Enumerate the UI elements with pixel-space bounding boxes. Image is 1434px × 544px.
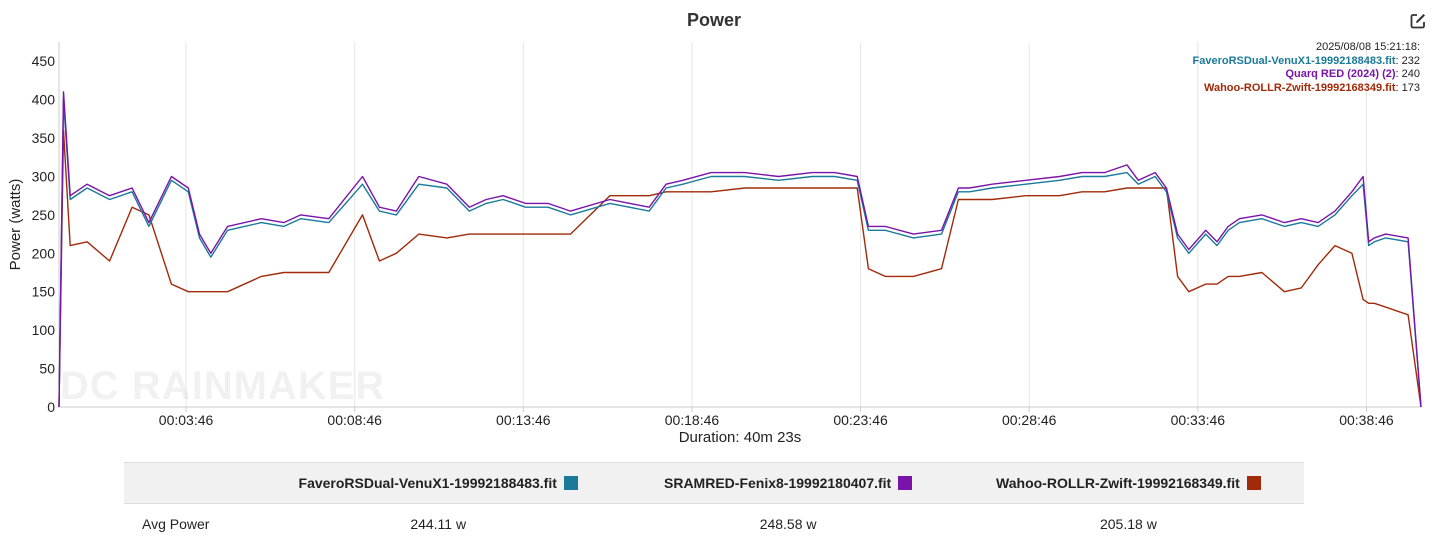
- y-tick-label: 50: [39, 361, 55, 377]
- y-tick-label: 350: [32, 130, 56, 146]
- tooltip-series-value: 173: [1401, 81, 1420, 94]
- avg-power-favero: 244.11 w: [410, 516, 467, 532]
- chart-title: Power: [686, 10, 742, 30]
- series-line: [58, 98, 1422, 408]
- series-line: [58, 129, 1422, 408]
- x-tick-label: 00:18:46: [665, 412, 720, 428]
- x-tick-label: 00:03:46: [159, 412, 214, 428]
- summary-header-sram[interactable]: SRAMRED-Fenix8-19992180407.fit: [623, 462, 953, 504]
- sram-swatch: [898, 476, 913, 490]
- series-name: Wahoo-ROLLR-Zwift-19992168349.fit: [996, 475, 1240, 491]
- y-tick-label: 250: [32, 207, 56, 223]
- tooltip-row: Wahoo-ROLLR-Zwift-19992168349.fit: 173: [1204, 81, 1420, 94]
- series-name: SRAMRED-Fenix8-19992180407.fit: [664, 475, 892, 491]
- y-tick-label: 200: [32, 245, 56, 261]
- series-line: [58, 91, 1422, 408]
- y-tick-label: 100: [32, 322, 56, 338]
- x-tick-label: 00:13:46: [496, 412, 551, 428]
- series-name: FaveroRSDual-VenuX1-19992188483.fit: [298, 475, 557, 491]
- summary-header-favero[interactable]: FaveroRSDual-VenuX1-19992188483.fit: [253, 462, 624, 504]
- tooltip-series-name: Wahoo-ROLLR-Zwift-19992168349.fit: [1204, 81, 1396, 94]
- row-label: Avg Power: [142, 516, 210, 532]
- x-tick-label: 00:08:46: [327, 412, 382, 428]
- x-axis-title: Duration: 40m 23s: [679, 429, 802, 446]
- tooltip-series-value: 232: [1401, 54, 1420, 67]
- hover-tooltip: 2025/08/08 15:21:18: FaveroRSDual-VenuX1…: [1193, 41, 1420, 95]
- x-tick-label: 00:38:46: [1339, 412, 1394, 428]
- favero-swatch: [563, 476, 578, 490]
- tooltip-series-name: Quarq RED (2024) (2): [1285, 68, 1396, 80]
- y-tick-label: 450: [32, 53, 56, 69]
- watermark: DC RAINMAKER: [60, 364, 386, 408]
- summary-header-empty: [124, 462, 253, 504]
- y-tick-label: 0: [47, 399, 55, 415]
- x-tick-label: 00:28:46: [1002, 412, 1057, 428]
- x-tick-label: 00:23:46: [833, 412, 888, 428]
- y-tick-label: 150: [32, 284, 56, 300]
- x-tick-label: 00:33:46: [1171, 412, 1226, 428]
- summary-table: FaveroRSDual-VenuX1-19992188483.fit SRAM…: [124, 462, 1304, 544]
- summary-header-row: FaveroRSDual-VenuX1-19992188483.fit SRAM…: [124, 462, 1304, 504]
- tooltip-timestamp: 2025/08/08 15:21:18:: [1316, 41, 1420, 53]
- edit-icon[interactable]: [1409, 12, 1427, 30]
- avg-power-wahoo: 205.18 w: [1099, 516, 1157, 532]
- tooltip-row: FaveroRSDual-VenuX1-19992188483.fit: 232: [1192, 54, 1420, 67]
- y-tick-label: 300: [32, 168, 56, 184]
- avg-power-sram: 248.58 w: [759, 516, 817, 532]
- summary-header-wahoo[interactable]: Wahoo-ROLLR-Zwift-19992168349.fit: [952, 462, 1304, 504]
- tooltip-series-value: 240: [1401, 68, 1420, 80]
- tooltip-series-name: FaveroRSDual-VenuX1-19992188483.fit: [1192, 54, 1396, 67]
- power-chart: 0 50 100 150 200 250 300 350 400 450 00:03:46 00:08…: [7, 42, 1422, 446]
- y-tick-label: 400: [32, 92, 56, 108]
- y-axis-title: Power (watts): [7, 179, 24, 271]
- wahoo-swatch: [1246, 476, 1261, 490]
- tooltip-row: Quarq RED (2024) (2): 240: [1285, 68, 1420, 80]
- table-row: Avg Power 244.11 w 248.58 w 205.18 w: [124, 504, 1304, 544]
